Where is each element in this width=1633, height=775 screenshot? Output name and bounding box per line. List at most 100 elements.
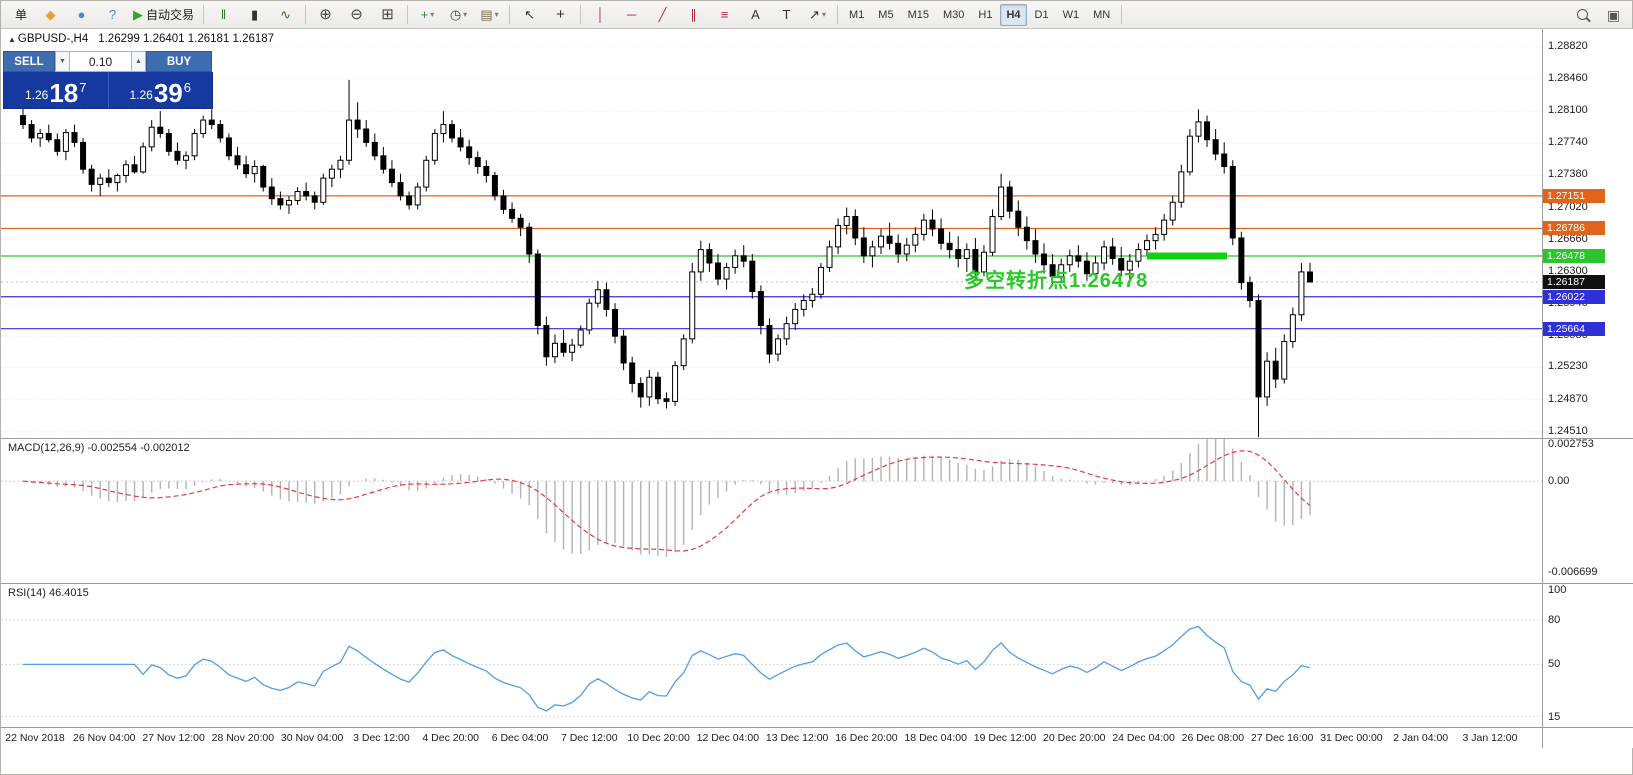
- equidistant-channel-button[interactable]: ∥: [679, 3, 708, 27]
- candlestick-chart-type-icon: ▮: [250, 7, 259, 22]
- one-click-trading-panel: SELL ▼ ▲ BUY 1.26 18 7 1.26 39 6: [3, 51, 213, 109]
- periods-icon: ◷: [449, 7, 462, 22]
- price-chart-panel[interactable]: [1, 29, 1542, 438]
- time-axis-label: 3 Dec 12:00: [353, 732, 410, 744]
- pivot-annotation-text: 多空转折点1.26478: [964, 270, 1149, 292]
- horizontal-line-icon: ─: [626, 7, 637, 22]
- rsi-axis-label: 50: [1548, 658, 1561, 671]
- tile-windows-icon: ⊞: [381, 6, 394, 23]
- timeframe-button-d1[interactable]: D1: [1034, 8, 1049, 21]
- help-icon-icon: ?: [108, 7, 117, 22]
- help-icon-button[interactable]: ?: [98, 3, 127, 27]
- autotrading-button[interactable]: ▶ 自动交易: [129, 3, 198, 27]
- timeframe-button-w1[interactable]: W1: [1062, 8, 1080, 21]
- periods-button[interactable]: ◷ ▾: [444, 3, 473, 27]
- rsi-axis-label: 80: [1548, 613, 1561, 626]
- toolbar-separator: [509, 5, 511, 24]
- time-axis-label: 18 Dec 04:00: [904, 732, 967, 744]
- time-axis-label: 12 Dec 04:00: [696, 732, 760, 744]
- timeframe-button-mn[interactable]: MN: [1093, 8, 1111, 21]
- line-chart-type-button[interactable]: ∿: [271, 3, 300, 27]
- zoom-out-button[interactable]: ⊖: [342, 3, 371, 27]
- text-label-button[interactable]: T: [772, 3, 801, 27]
- timeframe-button-h4[interactable]: H4: [1000, 3, 1027, 26]
- rsi-indicator-label: RSI(14) 46.4015: [8, 587, 89, 599]
- macd-indicator-chart[interactable]: [1, 439, 1542, 583]
- horizontal-line-button[interactable]: ─: [617, 3, 646, 27]
- price-axis-label: 1.24870: [1548, 392, 1588, 405]
- rsi-axis-label: 15: [1548, 710, 1561, 723]
- rsi-panel[interactable]: [1, 584, 1542, 727]
- new-order-button[interactable]: 单: [5, 3, 34, 27]
- fibonacci-button[interactable]: ≡: [710, 3, 739, 27]
- panel-splitter[interactable]: [1, 438, 1633, 439]
- templates-icon: ▤: [480, 7, 493, 22]
- chevron-down-icon: ▾: [821, 10, 826, 19]
- cursor-button[interactable]: ↖: [515, 3, 544, 27]
- sell-price-point: 7: [79, 80, 87, 95]
- templates-button[interactable]: ▤ ▾: [475, 3, 504, 27]
- bar-chart-type-icon: ‖: [220, 7, 227, 22]
- lot-increase-button[interactable]: ▲: [131, 51, 146, 72]
- price-level-badge: 1.26478: [1543, 249, 1605, 263]
- chart-title: ▲ GBPUSD-,H4 1.26299 1.26401 1.26181 1.26…: [8, 33, 274, 45]
- time-axis-label: 7 Dec 12:00: [560, 732, 618, 744]
- tile-windows-button[interactable]: ⊞: [373, 3, 402, 27]
- sell-price-prefix: 1.26: [24, 88, 49, 102]
- cursor-icon: ↖: [524, 7, 535, 22]
- time-axis[interactable]: 22 Nov 2018 26 Nov 04:00 27 Nov 12:00 28 No…: [1, 728, 1542, 746]
- rsi-indicator-chart[interactable]: [1, 584, 1542, 727]
- sell-button[interactable]: SELL: [3, 51, 55, 72]
- price-axis-label: 1.26300: [1548, 264, 1588, 277]
- chart-marker-icon: ▲: [8, 35, 16, 44]
- time-axis-label: 4 Dec 20:00: [422, 732, 480, 744]
- timeframe-button-m15[interactable]: M15: [907, 8, 929, 21]
- price-axis-label: 1.24510: [1548, 424, 1588, 437]
- toolbar-separator: [837, 5, 839, 24]
- sell-price-pips: 18: [49, 77, 79, 108]
- timeframe-button-m30[interactable]: M30: [942, 8, 965, 21]
- community-icon-button[interactable]: ●: [67, 3, 96, 27]
- time-axis-label: 2 Jan 04:00: [1393, 732, 1449, 744]
- search-button[interactable]: [1568, 3, 1597, 27]
- timeframe-button-m1[interactable]: M1: [849, 8, 865, 21]
- open-data-window-button[interactable]: ▣: [1599, 3, 1628, 27]
- indicators-button[interactable]: + ▾: [413, 3, 442, 27]
- candlestick-chart[interactable]: [1, 29, 1542, 438]
- text-button[interactable]: A: [741, 3, 770, 27]
- trendline-icon: ╱: [658, 7, 667, 22]
- zoom-in-icon: ⊕: [319, 6, 332, 23]
- price-axis[interactable]: 1.28820 1.28460 1.28100 1.27740 1.27380 1.270…: [1542, 29, 1633, 748]
- trendline-button[interactable]: ╱: [648, 3, 677, 27]
- candlestick-chart-type-button[interactable]: ▮: [240, 3, 269, 27]
- buy-button[interactable]: BUY: [146, 51, 212, 72]
- time-axis-label: 19 Dec 12:00: [973, 732, 1037, 744]
- metaeditor-icon-button[interactable]: ◆: [36, 3, 65, 27]
- time-axis-label: 28 Nov 20:00: [211, 732, 275, 744]
- price-axis-label: 1.26660: [1548, 232, 1588, 245]
- lot-input[interactable]: [70, 51, 131, 72]
- crosshair-button[interactable]: +: [546, 3, 575, 27]
- sell-price[interactable]: 1.26 18 7: [4, 72, 108, 108]
- panel-splitter[interactable]: [1, 583, 1633, 584]
- timeframe-button-h1[interactable]: H1: [978, 8, 993, 21]
- time-axis-label: 26 Dec 08:00: [1181, 732, 1245, 744]
- time-axis-label: 3 Jan 12:00: [1462, 732, 1518, 744]
- line-chart-type-icon: ∿: [280, 7, 291, 22]
- lot-decrease-button[interactable]: ▼: [55, 51, 70, 72]
- macd-panel[interactable]: [1, 439, 1542, 583]
- arrows-button[interactable]: ↗ ▾: [803, 3, 832, 27]
- zoom-in-button[interactable]: ⊕: [311, 3, 340, 27]
- time-axis-label: 24 Dec 04:00: [1112, 732, 1175, 744]
- panel-splitter[interactable]: [1, 727, 1633, 728]
- timeframe-button-m5[interactable]: M5: [878, 8, 894, 21]
- time-axis-label: 27 Nov 12:00: [142, 732, 205, 744]
- price-axis-label: 1.27380: [1548, 168, 1588, 181]
- vertical-line-button[interactable]: │: [586, 3, 615, 27]
- bid-price-badge: 1.26187: [1543, 274, 1605, 289]
- buy-price[interactable]: 1.26 39 6: [109, 72, 213, 108]
- time-axis-label: 6 Dec 04:00: [491, 732, 549, 744]
- chevron-down-icon: ▾: [463, 10, 468, 19]
- macd-indicator-label: MACD(12,26,9) -0.002554 -0.002012: [8, 442, 190, 454]
- bar-chart-type-button[interactable]: ‖: [209, 3, 238, 27]
